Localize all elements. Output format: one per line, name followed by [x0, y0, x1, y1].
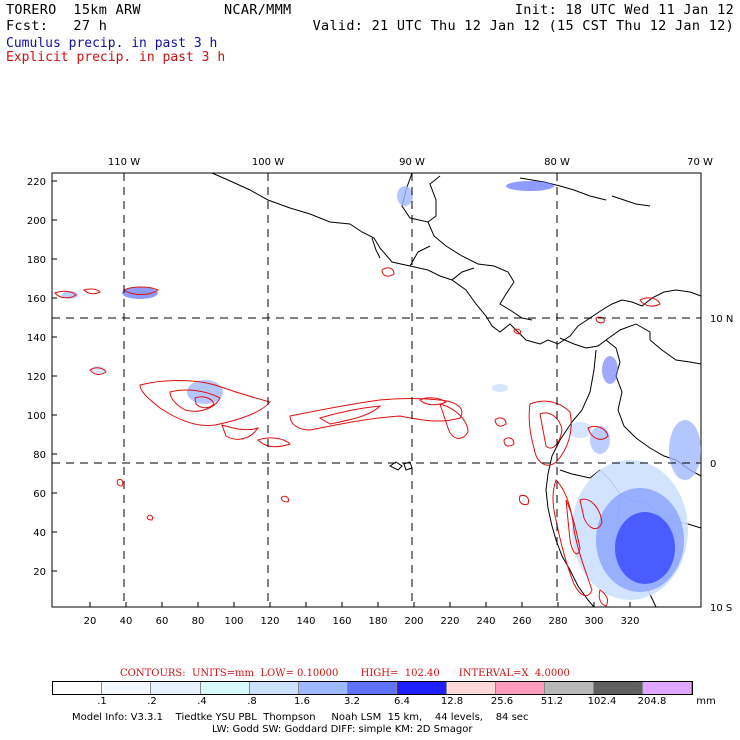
lat-label: 10 N [710, 314, 733, 325]
color-swatch [53, 682, 103, 694]
lon-label: 110 W [108, 157, 140, 168]
color-scale-label: 3.2 [344, 696, 360, 707]
color-swatch [544, 682, 595, 694]
y-tick-label: 200 [27, 216, 46, 227]
x-tick-label: 60 [156, 616, 169, 627]
color-scale-label: .8 [247, 696, 257, 707]
x-tick-label: 200 [404, 616, 423, 627]
x-tick-label: 80 [192, 616, 205, 627]
color-swatch [102, 682, 152, 694]
graticule [52, 173, 701, 607]
legend-cumulus: Cumulus precip. in past 3 h [6, 36, 218, 51]
color-scale-label: 204.8 [637, 696, 667, 707]
lat-label: 10 S [710, 603, 732, 614]
color-swatch [643, 682, 693, 694]
lat-label: 0 [710, 459, 716, 470]
cumulus-precip [62, 181, 701, 600]
color-scale-label: 25.6 [490, 696, 514, 707]
model-info-line2: LW: Godd SW: Goddard DIFF: simple KM: 2D… [212, 724, 473, 735]
lon-label: 90 W [399, 157, 425, 168]
init-time: Init: 18 UTC Wed 11 Jan 12 [514, 2, 734, 18]
y-ticks [52, 180, 57, 572]
y-tick-label: 180 [27, 255, 46, 266]
color-scale-label: .2 [147, 696, 157, 707]
y-tick-label: 20 [33, 567, 46, 578]
color-swatch [446, 682, 496, 694]
color-swatch [298, 682, 349, 694]
y-tick-label: 220 [27, 177, 46, 188]
x-tick-label: 300 [584, 616, 603, 627]
y-tick-label: 120 [27, 372, 46, 383]
x-tick-label: 280 [548, 616, 567, 627]
lat-labels: 10 N 0 10 S [710, 314, 733, 614]
color-scale-label: .4 [197, 696, 207, 707]
color-scale-label: 6.4 [394, 696, 410, 707]
org-label: NCAR/MMM [224, 2, 292, 18]
color-scale-label: .1 [97, 696, 107, 707]
x-tick-label: 240 [476, 616, 495, 627]
valid-time: Valid: 21 UTC Thu 12 Jan 12 (15 CST Thu … [312, 18, 734, 34]
x-tick-label: 20 [84, 616, 97, 627]
color-swatch [495, 682, 545, 694]
y-tick-label: 160 [27, 294, 46, 305]
color-scale-bar [52, 681, 694, 695]
y-tick-labels: 220 200 180 160 140 120 100 80 60 40 20 [27, 177, 46, 578]
x-tick-label: 320 [620, 616, 639, 627]
x-tick-label: 100 [224, 616, 243, 627]
contour-info: CONTOURS: UNITS=mm LOW= 0.10000 HIGH= 10… [120, 668, 570, 679]
lon-label: 70 W [687, 157, 713, 168]
color-swatch [200, 682, 250, 694]
color-swatch [348, 682, 398, 694]
color-swatch [397, 682, 447, 694]
x-tick-label: 160 [332, 616, 351, 627]
y-tick-label: 40 [33, 528, 46, 539]
color-scale-unit: mm [696, 696, 716, 707]
lon-labels: 110 W 100 W 90 W 80 W 70 W [108, 157, 713, 168]
color-scale-label: 51.2 [540, 696, 564, 707]
x-tick-label: 260 [512, 616, 531, 627]
color-scale-label: 1.6 [294, 696, 310, 707]
color-swatch [151, 682, 201, 694]
forecast-hour: Fcst: 27 h [6, 18, 108, 34]
color-scale-label: 12.8 [440, 696, 464, 707]
map-frame [51, 172, 702, 608]
color-scale-label: 102.4 [587, 696, 617, 707]
x-ticks [89, 602, 631, 607]
y-tick-label: 60 [33, 489, 46, 500]
x-tick-label: 40 [120, 616, 133, 627]
x-tick-labels: 20 40 60 80 100 120 140 160 180 200 220 … [84, 616, 640, 627]
color-swatch [594, 682, 644, 694]
x-tick-label: 140 [296, 616, 315, 627]
color-swatch [249, 682, 299, 694]
y-tick-label: 140 [27, 333, 46, 344]
y-tick-label: 80 [33, 450, 46, 461]
legend-explicit: Explicit precip. in past 3 h [6, 50, 226, 65]
x-tick-label: 120 [260, 616, 279, 627]
y-tick-label: 100 [27, 411, 46, 422]
lon-label: 80 W [544, 157, 570, 168]
x-tick-label: 220 [440, 616, 459, 627]
lon-label: 100 W [252, 157, 284, 168]
x-tick-label: 180 [368, 616, 387, 627]
model-title: TORERO 15km ARW [6, 2, 141, 18]
model-info-line1: Model Info: V3.3.1 Tiedtke YSU PBL Thomp… [72, 712, 529, 723]
explicit-precip [54, 267, 661, 607]
